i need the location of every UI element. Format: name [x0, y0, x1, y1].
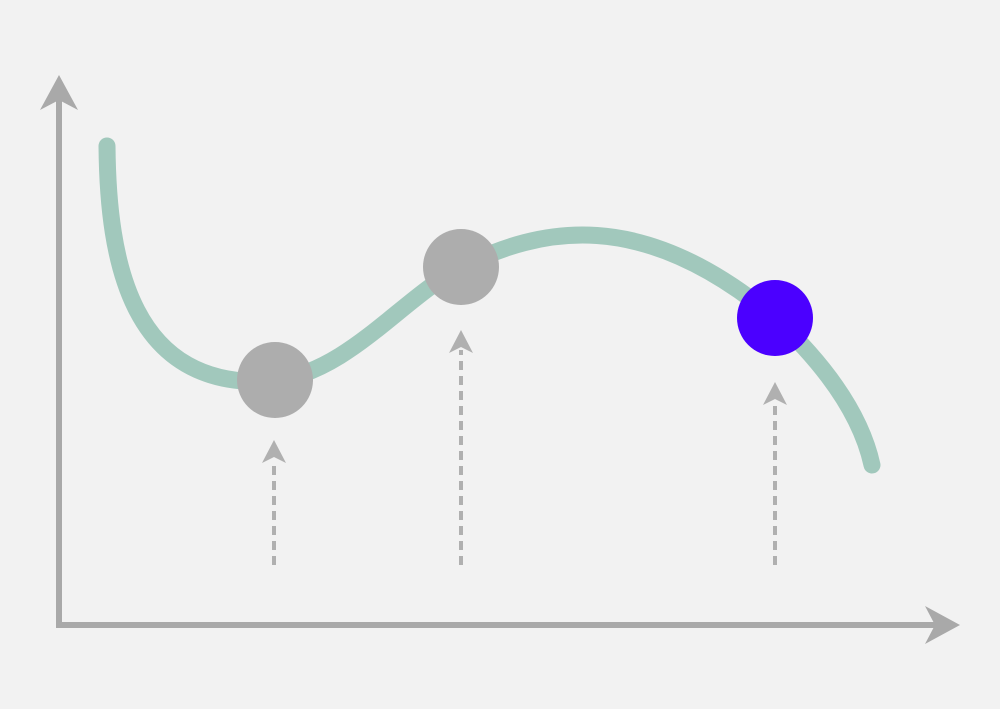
x-axis-arrowhead — [925, 606, 960, 644]
pointer-arrow-3 — [763, 382, 787, 565]
sample-point-2 — [423, 229, 499, 305]
y-axis-arrowhead — [40, 75, 78, 110]
sample-points — [237, 229, 813, 418]
pointer-arrow-1 — [262, 440, 286, 565]
pointer-arrows — [262, 330, 787, 565]
sample-point-1 — [237, 342, 313, 418]
axes — [40, 75, 960, 644]
pointer-arrow-2 — [449, 330, 473, 565]
highlighted-point — [737, 280, 813, 356]
